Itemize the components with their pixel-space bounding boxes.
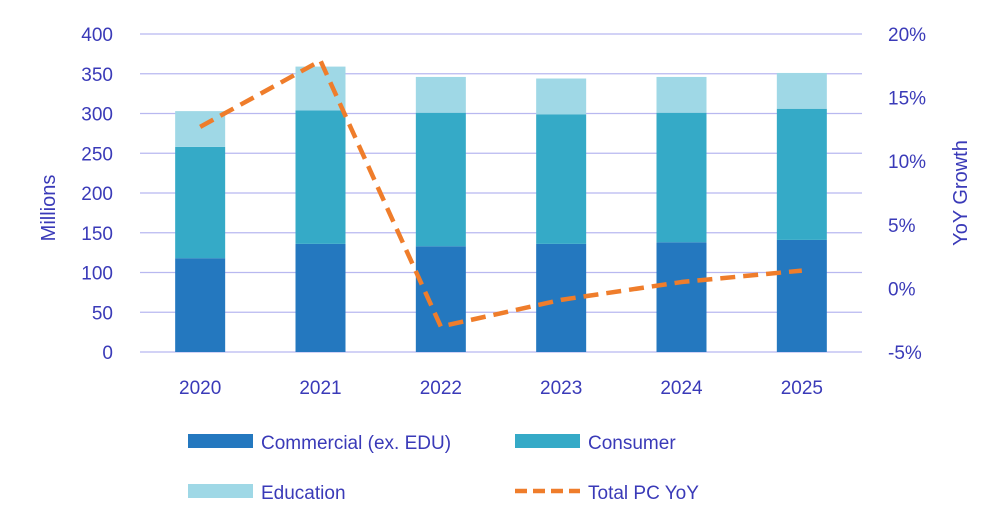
x-tick-label: 2022 [420,378,462,399]
bar [536,114,587,244]
x-tick-label: 2023 [540,378,582,399]
bar [776,108,827,240]
y-tick-label: 100 [81,264,113,285]
y2-tick-label: 0% [888,279,916,300]
y2-tick-label: 20% [888,25,926,46]
legend-label: Education [261,483,346,504]
bar [415,112,466,247]
y2-tick-label: 10% [888,152,926,173]
y-tick-label: 300 [81,105,113,126]
legend-swatch [188,484,253,498]
bar [175,258,226,352]
legend: Commercial (ex. EDU) Consumer Education Tot… [188,433,699,504]
y-tick-label: 350 [81,65,113,86]
bar [175,111,226,147]
y-tick-label: 200 [81,184,113,205]
y2-axis-title: YoY Growth [950,140,972,246]
legend-swatch [188,434,253,448]
bar [295,243,346,352]
x-tick-label: 2025 [781,378,823,399]
x-tick-label: 2021 [299,378,341,399]
y-axis-title: Millions [38,175,60,242]
gridlines [140,33,862,353]
legend-label: Commercial (ex. EDU) [261,433,451,454]
y-tick-label: 250 [81,144,113,165]
x-tick-label: 2024 [660,378,703,399]
legend-swatch [515,434,580,448]
y2-tick-label: 5% [888,216,916,237]
y2-tick-label: -5% [888,343,922,364]
bars [175,66,827,352]
bar [175,146,226,259]
bar [656,242,707,352]
bar [415,246,466,352]
yoy-line [199,58,803,329]
bar [295,110,346,244]
legend-label: Total PC YoY [588,483,699,504]
y-tick-label: 50 [92,303,113,324]
x-tick-label: 2020 [179,378,221,399]
bar [295,66,346,111]
y-tick-label: 150 [81,224,113,245]
y-tick-label: 0 [102,343,113,364]
y2-tick-label: 15% [888,89,926,110]
bar [656,76,707,113]
bar [776,239,827,352]
bar [776,72,827,109]
bar [415,76,466,113]
axes: 0 50 100 150 200 250 300 350 400 -5% 0% 5% 10% 15% 20%… [38,25,972,399]
bar [656,112,707,243]
bar [536,78,587,115]
legend-label: Consumer [588,433,676,454]
series-line-total-pc-yoy [199,58,803,329]
y-tick-label: 400 [81,25,113,46]
